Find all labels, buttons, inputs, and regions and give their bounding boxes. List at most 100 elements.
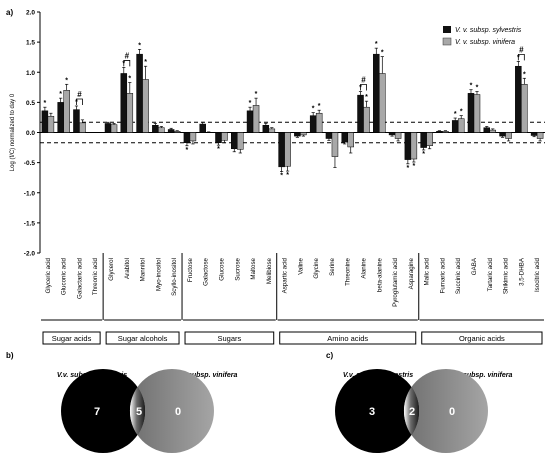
significance-star: * (138, 42, 141, 49)
bar-vinifera-2 (79, 122, 86, 133)
bar-sylvestris-20 (357, 94, 364, 133)
legend-swatch-vinifera (442, 37, 452, 46)
bar-vinifera-26 (457, 118, 465, 133)
y-tick-label: -0.5 (24, 160, 36, 167)
category-label: Pyroglutamic acid (392, 257, 399, 306)
bar-sylvestris-2 (73, 109, 80, 133)
bar-vinifera-20 (363, 106, 370, 133)
bar-sylvestris-23 (404, 132, 412, 160)
significance-star: * (470, 83, 473, 90)
bar-vinifera-17 (315, 112, 323, 133)
bar-vinifera-0 (47, 115, 55, 133)
venn-c-right-title: V. v. subsp. vinifera (448, 372, 513, 379)
category-label: Fumaric acid (439, 257, 446, 293)
group-label: Sugar alcohols (118, 334, 168, 343)
bar-vinifera-30 (521, 84, 528, 133)
category-label: Valine (297, 257, 304, 274)
category-label: Threonine (345, 257, 352, 285)
significance-star: * (144, 59, 147, 66)
venn-b-right-title: V. v. subsp. vinifera (173, 372, 238, 379)
y-tick-label: 0.0 (26, 130, 35, 137)
bar-sylvestris-30 (515, 65, 522, 133)
category-label: Tartaric acid (487, 257, 494, 291)
y-tick-label: 2.0 (26, 10, 35, 17)
bar-vinifera-18 (331, 132, 339, 157)
legend-label-sylvestris: V. v. subsp. sylvestris (455, 27, 522, 34)
significance-bracket (123, 60, 131, 67)
category-label: Myo-inositol (155, 258, 162, 291)
panel-label-c: c) (326, 351, 333, 360)
hash-mark: # (519, 45, 524, 54)
bar-sylvestris-14 (262, 125, 270, 133)
bar-vinifera-11 (221, 132, 228, 141)
category-label: Glycine (313, 257, 320, 278)
category-label: Succinic acid (455, 257, 462, 294)
category-label: 3,5-DHBA (518, 257, 525, 286)
bar-sylvestris-1 (57, 102, 64, 133)
bar-sylvestris-18 (325, 132, 333, 139)
venn-c-right-circle (404, 369, 488, 453)
bar-vinifera-6 (142, 79, 149, 133)
bar-sylvestris-9 (183, 132, 191, 143)
significance-star: * (476, 85, 479, 92)
significance-star: * (186, 147, 189, 154)
bar-sylvestris-25 (436, 131, 443, 133)
bar-vinifera-22 (394, 132, 402, 139)
panel-label-a: a) (6, 8, 13, 17)
group-label: Sugar acids (52, 334, 92, 343)
category-label: Malic acid (424, 257, 431, 285)
y-tick-label: 0.5 (26, 100, 35, 107)
bar-vinifera-19 (347, 132, 354, 148)
bar-sylvestris-22 (388, 132, 396, 136)
significance-star: * (422, 151, 425, 158)
bar-sylvestris-17 (309, 115, 317, 133)
y-axis-label: Log (f/C) normalized to day 0 (10, 93, 16, 171)
bar-vinifera-27 (473, 94, 481, 133)
category-label: Arabitol (124, 258, 131, 279)
legend-swatch-sylvestris (443, 26, 451, 33)
bar-vinifera-29 (505, 132, 512, 139)
bar-sylvestris-29 (499, 132, 506, 137)
category-label: Glyceric acid (45, 257, 52, 293)
bar-vinifera-14 (268, 128, 276, 133)
significance-star: * (128, 75, 131, 82)
bar-sylvestris-24 (420, 132, 427, 148)
significance-star: * (523, 71, 526, 78)
category-label: Gluconic acid (61, 257, 68, 295)
venn-b-overlap-count: 5 (136, 406, 142, 418)
group-box (279, 331, 417, 345)
significance-star: * (286, 172, 289, 179)
venn-b-right-count: 0 (175, 406, 181, 418)
category-label: Galactose (203, 257, 210, 285)
significance-star: * (255, 91, 258, 98)
bar-vinifera-24 (426, 132, 433, 147)
y-tick-label: -1.5 (24, 220, 36, 227)
bar-vinifera-28 (489, 129, 497, 133)
group-label: Amino acids (327, 334, 368, 343)
category-label: GABA (471, 257, 478, 275)
venn-c-right-count: 0 (449, 406, 455, 418)
category-label: beta-alanine (376, 257, 383, 292)
bar-sylvestris-28 (483, 127, 491, 133)
group-label: Organic acids (459, 334, 505, 343)
bar-sylvestris-13 (246, 110, 254, 133)
category-label: Glycerol (108, 258, 115, 281)
bar-vinifera-23 (410, 132, 418, 160)
bar-vinifera-8 (173, 131, 181, 133)
category-label: Glucose (218, 257, 225, 280)
bar-sylvestris-6 (136, 53, 143, 133)
hash-mark: # (125, 51, 130, 60)
significance-star: * (365, 94, 368, 101)
bar-vinifera-9 (189, 132, 197, 142)
category-label: Alanine (361, 257, 368, 278)
significance-star: * (44, 100, 47, 107)
y-tick-label: -2.0 (24, 251, 36, 258)
bar-vinifera-31 (536, 132, 544, 139)
category-label: Aspartic acid (282, 257, 289, 293)
significance-star: * (65, 77, 68, 84)
category-label: Melibiose (266, 257, 273, 284)
bar-sylvestris-7 (152, 125, 159, 133)
bar-sylvestris-16 (294, 132, 301, 137)
bar-sylvestris-26 (451, 120, 459, 133)
group-box (421, 331, 543, 345)
